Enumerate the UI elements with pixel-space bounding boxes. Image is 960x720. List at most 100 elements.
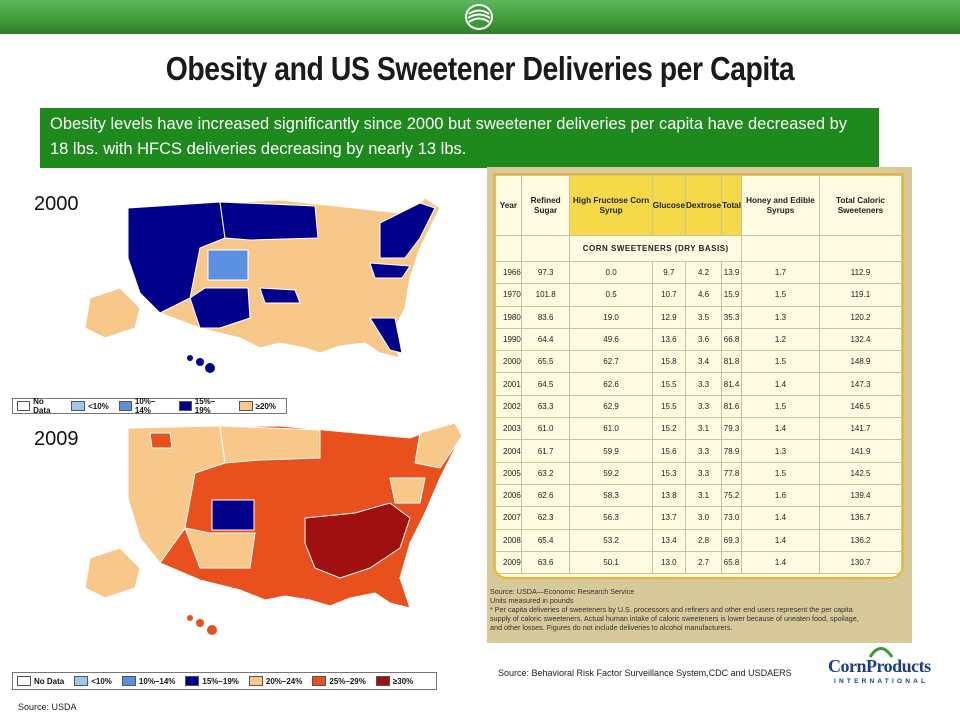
table-cell: 136.7 bbox=[818, 506, 902, 530]
table-cell: 13.0 bbox=[651, 550, 687, 575]
table-cell: 1.4 bbox=[741, 372, 820, 396]
table-cell: 3.3 bbox=[685, 461, 723, 485]
table-cell: 61.7 bbox=[520, 439, 571, 463]
table-cell: 65.8 bbox=[721, 550, 743, 575]
table-cell: 79.3 bbox=[721, 417, 743, 441]
sweetener-table-frame: Year Refined Sugar High Fructose Corn Sy… bbox=[493, 173, 904, 579]
table-cell: 12.9 bbox=[651, 305, 687, 329]
sweetener-deliveries-table: Year Refined Sugar High Fructose Corn Sy… bbox=[495, 175, 902, 575]
leaf-logo-icon bbox=[465, 4, 493, 30]
table-row: 2009 63.6 50.1 13.0 2.7 65.8 1.4 130.7 bbox=[495, 550, 902, 575]
table-cell: 120.2 bbox=[818, 305, 902, 329]
map-legend-2009: No Data <10% 10%–14% 15%–19% 20%–24% 25%… bbox=[12, 672, 437, 690]
table-cell: 50.1 bbox=[569, 550, 653, 575]
table-cell: 15.8 bbox=[651, 350, 687, 374]
table-cell: 15.5 bbox=[651, 372, 687, 396]
table-cell: 97.3 bbox=[520, 260, 571, 285]
brand-name: CornProducts bbox=[828, 656, 931, 676]
table-cell: 3.0 bbox=[685, 506, 723, 530]
map-year-label-2009: 2009 bbox=[34, 428, 79, 450]
table-source-line: * Per capita deliveries of sweeteners by… bbox=[490, 605, 853, 614]
table-cell: 13.4 bbox=[651, 528, 687, 552]
table-cell: 13.7 bbox=[651, 506, 687, 530]
table-header: High Fructose Corn Syrup bbox=[569, 175, 653, 236]
table-cell: 62.3 bbox=[520, 506, 571, 530]
table-cell: 64.5 bbox=[520, 372, 571, 396]
table-cell: 13.8 bbox=[651, 483, 687, 508]
table-cell: 3.3 bbox=[685, 372, 723, 396]
us-obesity-map-2009 bbox=[84, 422, 463, 635]
table-cell: 58.3 bbox=[569, 483, 653, 508]
table-cell: 63.3 bbox=[520, 394, 571, 419]
table-cell: 1.5 bbox=[741, 461, 820, 485]
table-row: 2008 65.4 53.2 13.4 2.8 69.3 1.4 136.2 bbox=[495, 528, 902, 552]
table-cell: 66.8 bbox=[721, 327, 743, 352]
table-cell: 1.7 bbox=[741, 260, 820, 285]
legend-item: 25%–29% bbox=[312, 676, 366, 686]
table-cell: 101.8 bbox=[520, 283, 571, 307]
table-cell: 78.9 bbox=[721, 439, 743, 463]
table-cell: 1970 bbox=[495, 283, 522, 307]
table-row: 2007 62.3 56.3 13.7 3.0 73.0 1.4 136.7 bbox=[495, 506, 902, 530]
table-source-line: and other losses. Figures do not include… bbox=[490, 623, 733, 632]
table-cell: 1.5 bbox=[741, 283, 820, 307]
table-header: Total Caloric Sweeteners bbox=[818, 175, 902, 236]
table-cell: 81.4 bbox=[721, 372, 743, 396]
table-cell: 1.5 bbox=[741, 350, 820, 374]
table-cell: 35.3 bbox=[721, 305, 743, 329]
top-banner-bar bbox=[0, 0, 960, 34]
table-cell: 3.3 bbox=[685, 439, 723, 463]
table-cell: 2005 bbox=[495, 461, 522, 485]
table-cell: 0.5 bbox=[569, 283, 653, 307]
table-header: Glucose bbox=[651, 175, 687, 236]
table-source-line: Units measured in pounds bbox=[490, 596, 574, 605]
legend-item: ≥30% bbox=[375, 676, 413, 686]
table-cell: 2.7 bbox=[685, 550, 723, 575]
table-cell: 15.5 bbox=[651, 394, 687, 419]
legend-item: 15%–19% bbox=[178, 397, 229, 415]
table-cell: 56.3 bbox=[569, 506, 653, 530]
table-cell: 1980 bbox=[495, 305, 522, 329]
table-cell: 0.0 bbox=[569, 260, 653, 285]
table-cell: 49.6 bbox=[569, 327, 653, 352]
table-cell: 65.5 bbox=[520, 350, 571, 374]
slide-title: Obesity and US Sweetener Deliveries per … bbox=[165, 50, 795, 87]
table-cell: 15.6 bbox=[651, 439, 687, 463]
table-cell: 112.9 bbox=[818, 260, 902, 285]
table-cell: 139.4 bbox=[818, 483, 902, 508]
table-cell: 2009 bbox=[495, 550, 522, 575]
table-cell: 2000 bbox=[495, 350, 522, 374]
table-cell: 1.3 bbox=[741, 305, 820, 329]
table-cell: 15.3 bbox=[651, 461, 687, 485]
sweetener-table-panel: Year Refined Sugar High Fructose Corn Sy… bbox=[487, 167, 912, 643]
table-cell: 73.0 bbox=[721, 506, 743, 530]
table-source-note: Source: USDA—Economic Research Service U… bbox=[490, 587, 910, 632]
table-cell: 19.0 bbox=[569, 305, 653, 329]
summary-banner: Obesity levels have increased significan… bbox=[40, 108, 879, 168]
corn-leaf-icon bbox=[868, 647, 894, 658]
table-cell: 1.2 bbox=[741, 327, 820, 352]
table-row: 2001 64.5 62.6 15.5 3.3 81.4 1.4 147.3 bbox=[495, 372, 902, 396]
legend-item: <10% bbox=[71, 401, 109, 411]
table-cell: 1.4 bbox=[741, 550, 820, 575]
table-cell: 61.0 bbox=[569, 417, 653, 441]
table-cell: 3.4 bbox=[685, 350, 723, 374]
table-row: 2006 62.6 58.3 13.8 3.1 75.2 1.6 139.4 bbox=[495, 483, 902, 508]
table-body: 1966 97.3 0.0 9.7 4.2 13.9 1.7 112.9 1970 101.8 0.… bbox=[495, 260, 902, 575]
legend-item: 10%–14% bbox=[121, 676, 175, 686]
legend-item: 15%–19% bbox=[185, 676, 239, 686]
table-cell: 62.6 bbox=[520, 483, 571, 508]
table-cell: 13.9 bbox=[721, 260, 743, 285]
table-cell: 59.2 bbox=[569, 461, 653, 485]
table-cell: 130.7 bbox=[818, 550, 902, 575]
table-cell: 81.8 bbox=[721, 350, 743, 374]
table-cell: 4.2 bbox=[685, 260, 723, 285]
table-cell: 2007 bbox=[495, 506, 522, 530]
table-cell: 1.5 bbox=[741, 394, 820, 419]
table-cell: 62.9 bbox=[569, 394, 653, 419]
table-cell: 2004 bbox=[495, 439, 522, 463]
table-source-line: Source: USDA—Economic Research Service bbox=[490, 587, 635, 596]
table-cell: 1.4 bbox=[741, 528, 820, 552]
table-header: Dextrose bbox=[685, 175, 723, 236]
table-cell: 3.6 bbox=[685, 327, 723, 352]
